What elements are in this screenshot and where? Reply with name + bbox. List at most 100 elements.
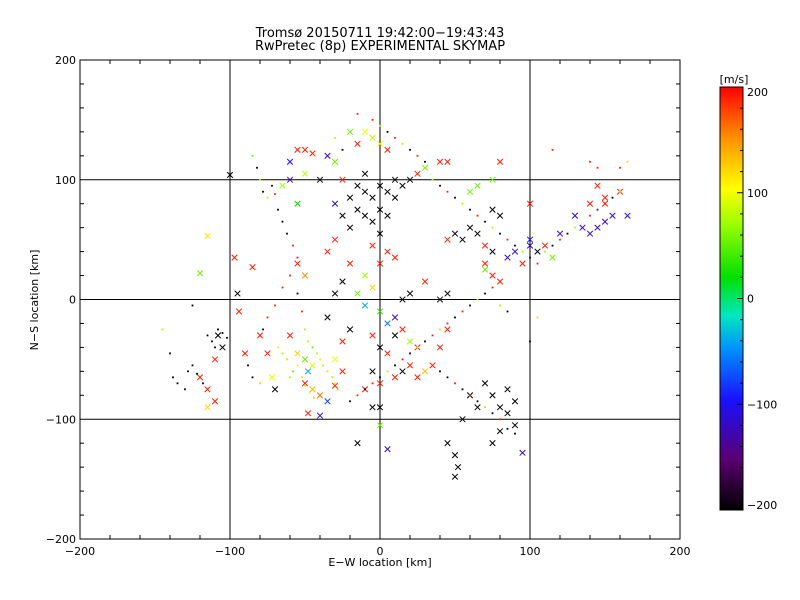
data-point-dot <box>461 310 464 313</box>
data-point-cross <box>376 206 384 213</box>
data-point-dot <box>191 364 194 367</box>
data-point-cross <box>301 380 309 387</box>
data-point-cross <box>421 278 429 285</box>
data-point-cross <box>474 182 481 189</box>
data-point-dot <box>529 256 531 259</box>
data-point-cross <box>414 374 421 381</box>
data-point-dot <box>296 292 299 295</box>
data-point-cross <box>601 194 609 201</box>
data-point-cross <box>361 272 369 279</box>
data-point-cross <box>489 440 496 447</box>
data-point-dot <box>394 364 396 367</box>
data-point-dot <box>371 382 374 385</box>
data-point-cross <box>286 176 294 183</box>
data-point-cross <box>556 230 564 237</box>
data-point-cross <box>249 264 256 271</box>
data-point-cross <box>304 368 312 375</box>
data-point-dot <box>274 193 276 196</box>
data-point-cross <box>526 236 534 243</box>
y-tick-label: 0 <box>69 294 76 307</box>
data-point-dot <box>589 160 591 163</box>
data-point-dot <box>476 214 479 217</box>
data-point-cross <box>354 290 361 297</box>
data-point-cross <box>391 176 399 183</box>
x-tick-label: 0 <box>377 545 384 558</box>
data-point-dot <box>289 274 291 277</box>
data-point-dot <box>484 292 486 295</box>
data-point-dot <box>619 190 621 193</box>
data-point-cross <box>376 308 384 315</box>
data-point-cross <box>376 404 384 411</box>
data-point-cross <box>436 296 444 303</box>
data-point-dot <box>491 286 494 289</box>
data-point-cross <box>399 296 406 303</box>
chart-title: Tromsø 20150711 19:42:00−19:43:43 <box>255 26 505 41</box>
data-point-dot <box>491 412 494 415</box>
data-point-cross <box>391 254 399 261</box>
data-point-cross <box>384 146 391 153</box>
data-point-dot <box>461 202 464 205</box>
data-point-dot <box>286 232 288 235</box>
data-point-cross <box>489 248 496 255</box>
data-point-cross <box>496 158 504 165</box>
data-point-cross <box>504 386 511 393</box>
data-point-dot <box>604 202 606 205</box>
data-point-cross <box>406 176 414 183</box>
data-point-dot <box>439 184 441 187</box>
data-point-cross <box>316 392 324 399</box>
data-point-cross <box>421 368 429 375</box>
data-point-cross <box>256 332 264 339</box>
data-point-cross <box>316 412 324 419</box>
data-point-cross <box>414 170 421 177</box>
data-point-dot <box>331 376 333 379</box>
data-point-dot <box>469 394 471 397</box>
data-point-cross <box>444 236 451 243</box>
data-point-cross <box>231 254 238 261</box>
data-point-cross <box>294 260 301 267</box>
data-point-dot <box>446 376 449 379</box>
data-point-dot <box>247 364 249 367</box>
data-point-dot <box>574 226 576 229</box>
data-point-dot <box>221 332 224 334</box>
data-point-cross <box>331 236 339 243</box>
colorbar-tick-label: −200 <box>747 499 777 512</box>
data-point-dot <box>191 304 194 307</box>
data-point-cross <box>369 332 376 339</box>
data-point-dot <box>169 352 171 355</box>
data-point-cross <box>369 368 376 375</box>
data-point-cross <box>196 270 204 277</box>
data-point-cross <box>504 410 511 417</box>
data-point-cross <box>331 382 339 389</box>
data-point-dot <box>337 388 339 391</box>
data-point-cross <box>301 170 309 177</box>
data-point-dot <box>274 304 276 307</box>
colorbar-axis: −200 −100 0 100 200 <box>737 86 777 512</box>
data-point-dot <box>281 220 284 223</box>
data-point-dot <box>266 196 269 199</box>
data-point-cross <box>376 380 384 387</box>
data-point-cross <box>406 338 414 345</box>
colorbar-tick-label: 0 <box>747 293 754 306</box>
data-point-dot <box>454 382 456 385</box>
data-point-cross <box>489 392 496 399</box>
data-point-cross <box>309 150 316 157</box>
data-point-dot <box>202 382 204 385</box>
data-point-cross <box>324 248 331 255</box>
data-point-dot <box>619 166 621 169</box>
data-point-cross <box>346 260 354 267</box>
data-point-cross <box>339 176 346 183</box>
data-point-dot <box>476 298 479 301</box>
data-point-cross <box>316 176 324 183</box>
x-tick-label: −200 <box>65 545 95 558</box>
data-point-dot <box>506 238 509 241</box>
data-point-dot <box>286 358 288 361</box>
data-point-dot <box>322 364 324 367</box>
data-point-dot <box>401 358 404 361</box>
data-point-dot <box>256 166 258 169</box>
data-point-cross <box>339 212 346 219</box>
data-point-dot <box>244 352 246 355</box>
data-point-cross <box>496 428 504 435</box>
data-point-cross <box>444 440 451 447</box>
data-point-cross <box>361 212 369 219</box>
